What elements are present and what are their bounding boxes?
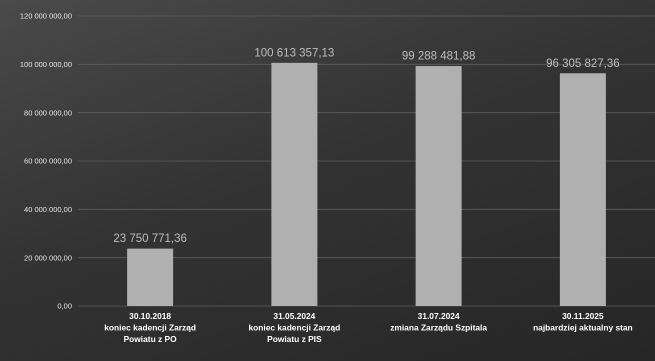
data-label: 99 288 481,88 bbox=[402, 51, 476, 63]
x-category-label: najbardziej aktualny stan bbox=[533, 323, 633, 333]
y-tick-label: 80 000 000,00 bbox=[24, 108, 72, 117]
y-tick-label: 40 000 000,00 bbox=[24, 205, 72, 214]
x-category-label: 31.07.2024 bbox=[418, 311, 460, 321]
bar bbox=[127, 248, 174, 306]
data-labels: 23 750 771,36 100 613 357,13 99 288 481,88… bbox=[113, 47, 619, 245]
data-label: 100 613 357,13 bbox=[254, 47, 334, 59]
y-tick-label: 0,00 bbox=[57, 302, 72, 311]
x-category-label: 30.10.2018 bbox=[129, 311, 171, 321]
x-category-label: Powiatu z PIS bbox=[267, 334, 322, 344]
data-label: 23 750 771,36 bbox=[113, 233, 187, 245]
x-category-label: 30.11.2025 bbox=[562, 311, 604, 321]
y-tick-label: 20 000 000,00 bbox=[24, 253, 72, 262]
y-tick-label: 120 000 000,00 bbox=[20, 12, 72, 21]
bar bbox=[415, 66, 462, 307]
bar bbox=[271, 62, 318, 306]
bar bbox=[559, 73, 606, 306]
data-label: 96 305 827,36 bbox=[546, 58, 620, 70]
x-category-label: Powiatu z PO bbox=[124, 334, 178, 344]
x-category-label: 31.05.2024 bbox=[273, 311, 315, 321]
x-category-label: zmiana Zarządu Szpitala bbox=[390, 323, 487, 333]
y-tick-label: 60 000 000,00 bbox=[24, 157, 72, 166]
gridlines bbox=[78, 15, 655, 307]
y-tick-label: 100 000 000,00 bbox=[20, 60, 72, 69]
x-category-label: koniec kadencji Zarząd bbox=[104, 323, 196, 333]
x-category-label: koniec kadencji Zarząd bbox=[249, 323, 341, 333]
y-axis-ticks: 0,00 20 000 000,00 40 000 000,00 60 000 000… bbox=[20, 12, 72, 311]
bars bbox=[127, 62, 606, 307]
